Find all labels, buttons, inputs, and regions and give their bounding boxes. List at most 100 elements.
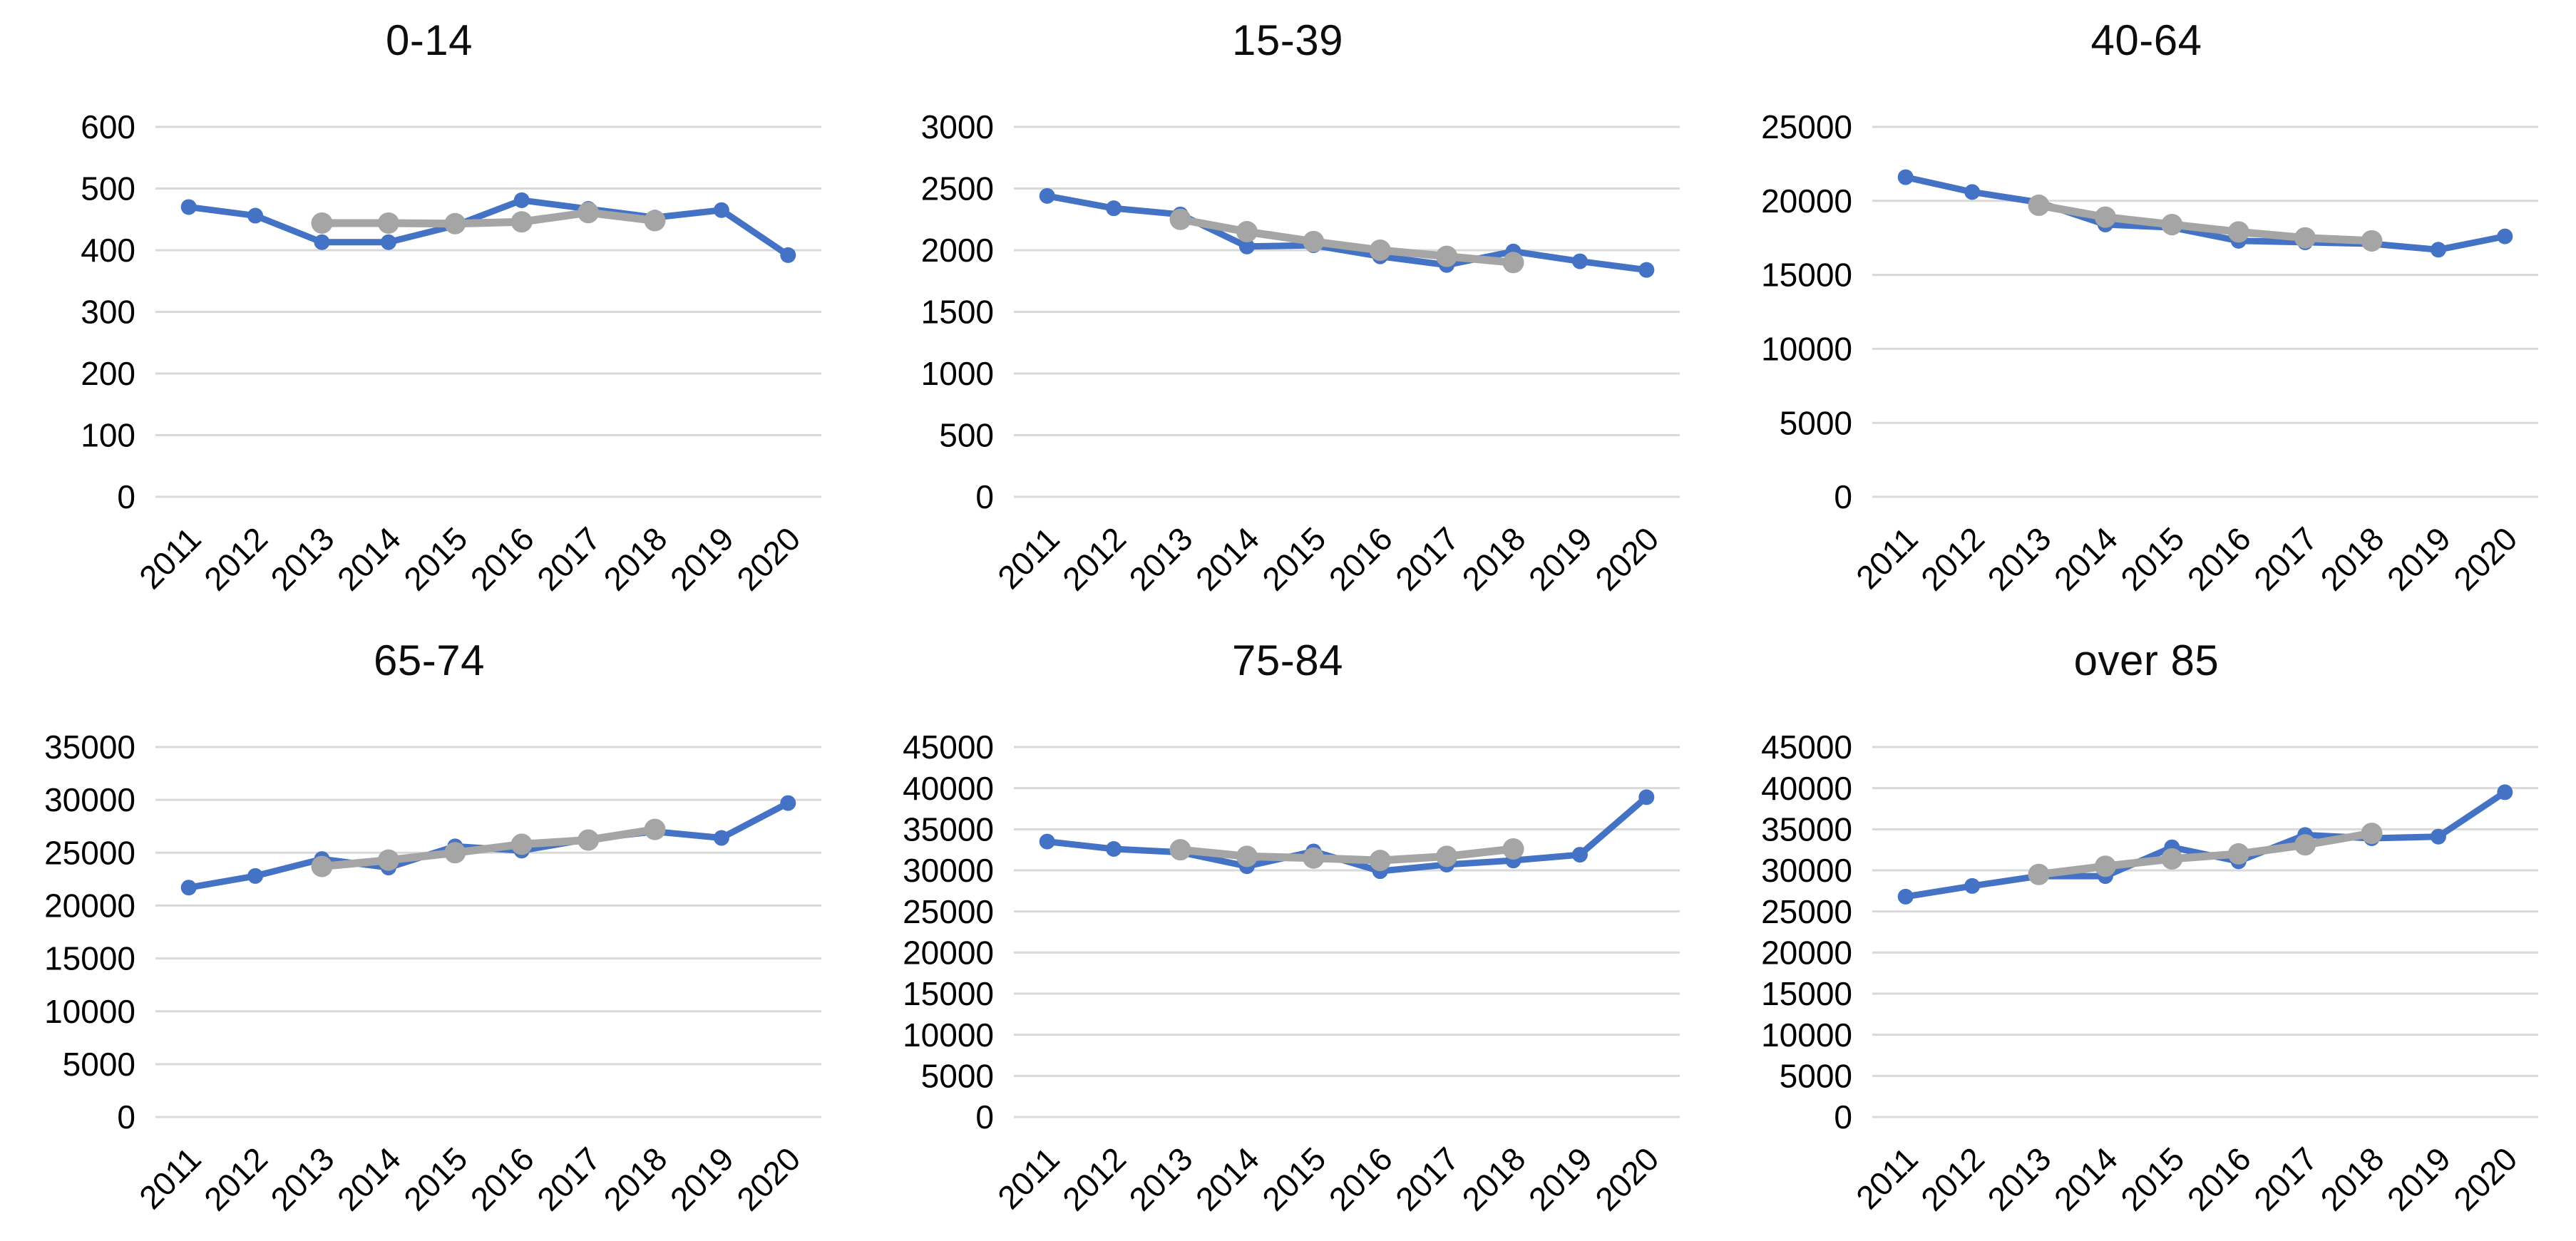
data-point-gray <box>1502 252 1524 274</box>
y-tick-label: 1500 <box>921 294 994 331</box>
data-point-blue <box>2497 784 2513 800</box>
x-tick-label: 2018 <box>596 1140 674 1217</box>
chart-75-84: 75-84 0 5000 10000 15000 20000 25000 30000 3500… <box>858 620 1717 1241</box>
data-point-blue <box>713 830 729 846</box>
x-tick-label: 2019 <box>1522 1140 1599 1217</box>
y-tick-label: 5000 <box>63 1046 135 1083</box>
x-tick-label: 2019 <box>663 520 741 597</box>
y-tick-label: 0 <box>117 1098 135 1136</box>
y-tick-label: 10000 <box>1761 1016 1852 1054</box>
y-tick-label: 0 <box>1834 478 1852 515</box>
y-tick-label: 600 <box>81 108 135 145</box>
x-tick-label: 2011 <box>990 1140 1067 1216</box>
x-tick-label: 2020 <box>1588 1140 1666 1217</box>
x-tick-label: 2013 <box>1122 520 1199 597</box>
x-tick-label: 2014 <box>330 520 408 597</box>
y-tick-label: 0 <box>975 1098 994 1136</box>
y-tick-label: 30000 <box>903 852 994 889</box>
x-tick-label: 2014 <box>1189 520 1266 597</box>
series-line-gray <box>2035 201 2376 245</box>
x-tick-label: 2016 <box>463 520 541 597</box>
y-tick-label: 100 <box>81 417 135 454</box>
series-line-blue <box>185 197 791 259</box>
data-point-gray <box>1436 245 1458 267</box>
y-tick-label: 30000 <box>44 781 135 818</box>
chart-canvas: 0500010000150002000025000201120122013201… <box>1761 108 2538 597</box>
x-tick-label: 2014 <box>330 1140 408 1217</box>
data-point-gray <box>2361 230 2383 252</box>
chart-15-39: 15-39 0 500 1000 1500 2000 2500 3000 2011 2012 20… <box>858 0 1717 620</box>
y-tick-label: 20000 <box>1761 934 1852 971</box>
data-point-blue <box>2430 242 2446 258</box>
data-point-blue <box>380 234 396 250</box>
data-point-gray <box>2028 195 2050 217</box>
x-tick-label: 2013 <box>263 520 341 597</box>
chart-canvas: 0 500 1000 1500 2000 2500 3000 2011201220132014… <box>921 108 1680 597</box>
data-point-blue <box>1238 238 1255 254</box>
y-tick-label: 1000 <box>921 355 994 392</box>
x-tick-label: 2019 <box>663 1140 741 1217</box>
data-point-blue <box>1897 888 1914 905</box>
x-tick-label: 2018 <box>2313 1140 2391 1217</box>
data-point-blue <box>1571 847 1588 863</box>
y-tick-label: 20000 <box>1761 182 1852 220</box>
data-point-blue <box>1897 169 1914 185</box>
x-tick-label: 2018 <box>1454 520 1532 597</box>
data-point-blue <box>1106 200 1122 217</box>
data-point-gray <box>2294 227 2316 249</box>
series-line-gray <box>1176 845 1517 865</box>
y-tick-label: 5000 <box>921 1057 994 1094</box>
series-line-blue <box>1902 174 2508 253</box>
data-point-gray <box>2094 206 2116 228</box>
x-tick-label: 2012 <box>197 520 274 597</box>
data-point-blue <box>314 234 330 250</box>
x-tick-label: 2013 <box>263 1140 341 1217</box>
data-point-gray <box>1169 208 1191 230</box>
chart-40-64: 40-64 0 5000 10000 15000 20000 25000 2011 2012 2… <box>1717 0 2576 620</box>
y-tick-label: 25000 <box>1761 108 1852 145</box>
y-tick-label: 10000 <box>903 1016 994 1054</box>
x-tick-label: 2019 <box>1522 520 1599 597</box>
data-point-gray <box>1169 839 1191 861</box>
chart-canvas: 0500010000150002000025000300003500020112… <box>44 728 821 1217</box>
x-tick-label: 2012 <box>1055 520 1133 597</box>
chart-65-74: 65-74 0 5000 10000 15000 20000 25000 30000 3500… <box>0 620 858 1241</box>
data-point-blue <box>780 247 796 263</box>
series-line-gray <box>318 208 659 228</box>
data-point-blue <box>1039 187 1055 204</box>
data-point-gray <box>510 833 533 855</box>
x-tick-label: 2020 <box>2446 520 2524 597</box>
data-point-blue <box>2430 828 2446 845</box>
x-tick-label: 2011 <box>132 520 208 596</box>
y-tick-label: 2000 <box>921 232 994 269</box>
y-tick-label: 35000 <box>1761 810 1852 848</box>
x-tick-label: 2016 <box>2180 1140 2258 1217</box>
data-point-gray <box>1303 847 1325 869</box>
x-tick-label: 2019 <box>2380 1140 2458 1217</box>
y-tick-label: 15000 <box>1761 257 1852 294</box>
data-point-gray <box>2227 843 2249 865</box>
x-tick-label: 2011 <box>1849 1140 1925 1216</box>
y-tick-label: 15000 <box>1761 975 1852 1012</box>
x-tick-label: 2017 <box>2247 520 2324 597</box>
x-tick-label: 2016 <box>1322 520 1400 597</box>
data-point-gray <box>377 849 399 871</box>
y-tick-label: 15000 <box>903 975 994 1012</box>
data-point-blue <box>1106 841 1122 858</box>
data-point-gray <box>444 842 466 864</box>
x-tick-label: 2014 <box>2047 520 2125 597</box>
y-tick-label: 2500 <box>921 170 994 207</box>
x-tick-label: 2017 <box>1388 1140 1466 1217</box>
y-tick-label: 300 <box>81 294 135 331</box>
series-line-gray <box>318 825 659 871</box>
y-tick-label: 30000 <box>1761 852 1852 889</box>
data-point-gray <box>2161 214 2183 236</box>
y-tick-label: 500 <box>939 417 994 454</box>
y-tick-label: 200 <box>81 355 135 392</box>
x-tick-label: 2015 <box>2113 520 2191 597</box>
y-tick-label: 0 <box>117 478 135 515</box>
y-tick-label: 5000 <box>1780 404 1852 441</box>
y-tick-label: 3000 <box>921 108 994 145</box>
